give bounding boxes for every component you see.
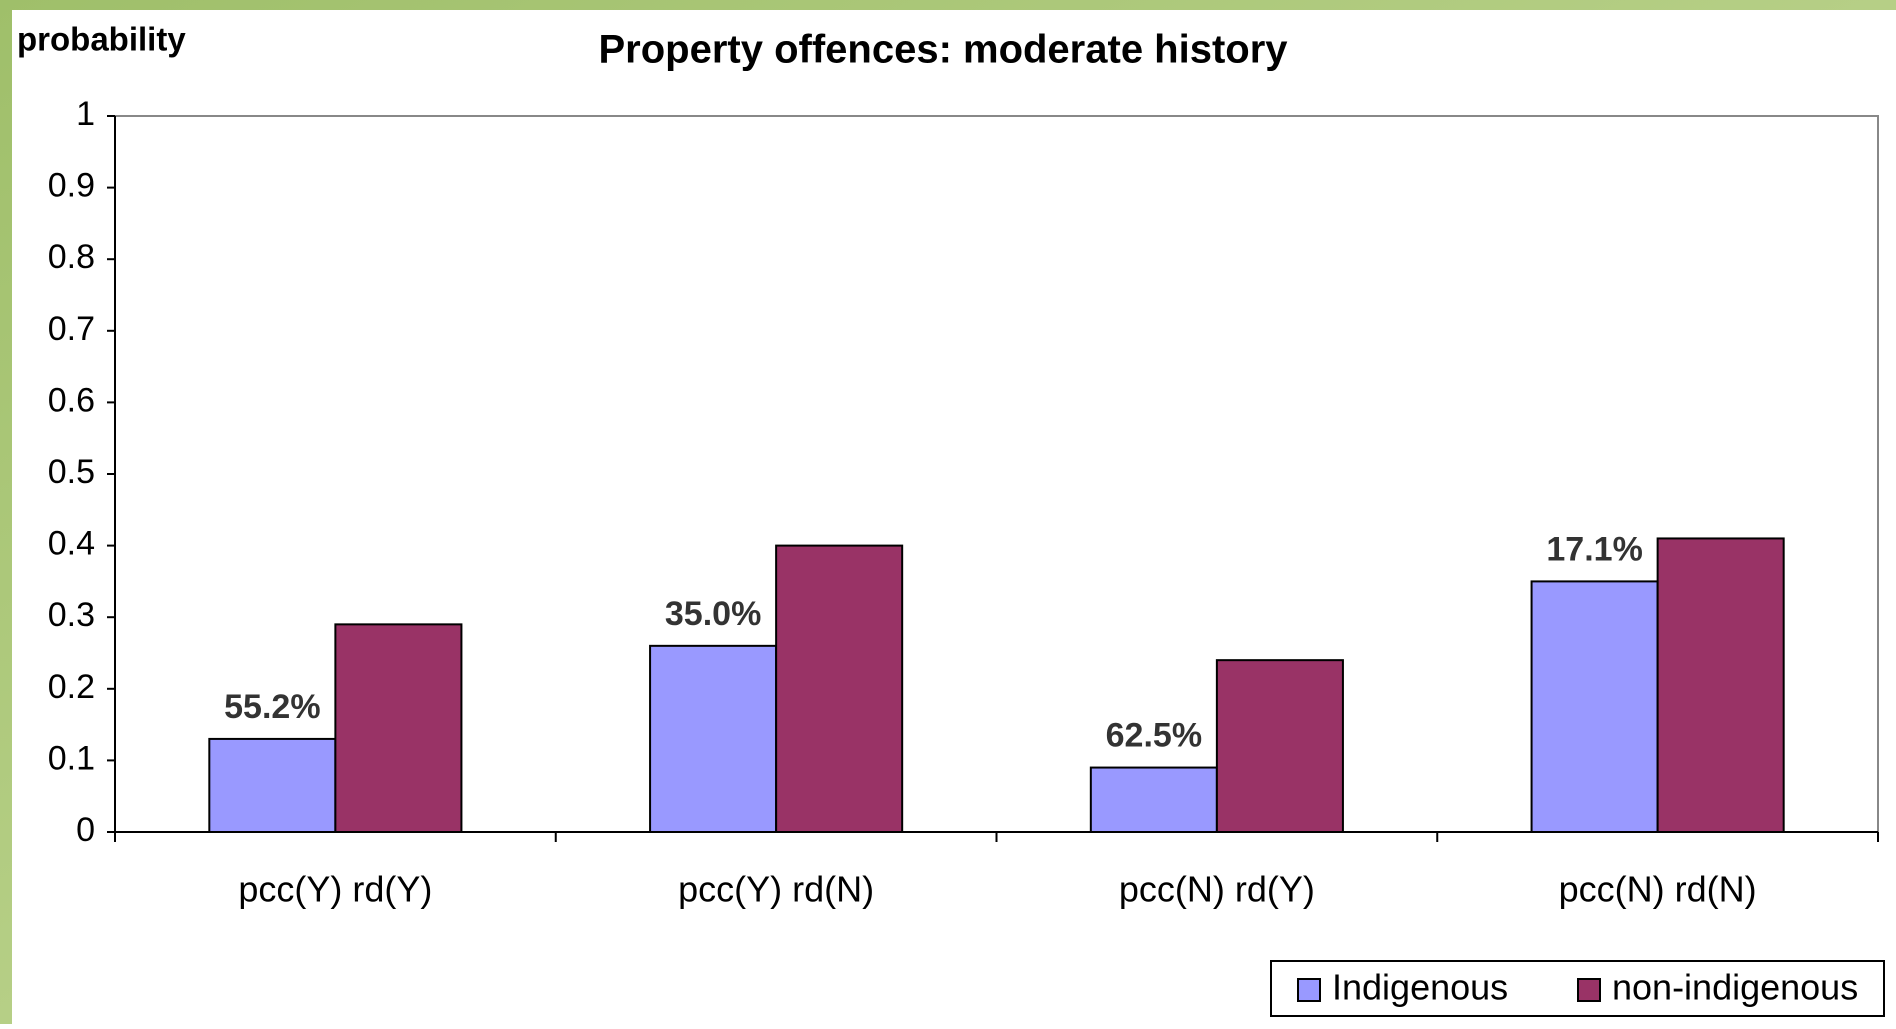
bar bbox=[334, 623, 463, 833]
y-tick-label: 0.5 bbox=[48, 453, 95, 491]
legend-swatch bbox=[1577, 978, 1601, 1002]
x-tick-label: pcc(N) rd(Y) bbox=[1119, 869, 1315, 910]
y-axis-label: probability bbox=[17, 21, 186, 58]
bar bbox=[1089, 766, 1218, 833]
bar bbox=[1215, 659, 1344, 833]
bar bbox=[1530, 580, 1659, 834]
x-tick-label: pcc(N) rd(N) bbox=[1559, 869, 1757, 910]
y-tick-label: 0.1 bbox=[48, 739, 95, 777]
y-tick-label: 0.3 bbox=[48, 596, 95, 634]
annotation: 55.2% bbox=[224, 688, 320, 726]
y-tick-label: 0.8 bbox=[48, 238, 95, 276]
y-tick-label: 0.2 bbox=[48, 668, 95, 706]
y-tick-label: 0.6 bbox=[48, 381, 95, 419]
bar bbox=[775, 544, 904, 833]
y-tick-label: 0.7 bbox=[48, 310, 95, 348]
y-tick-label: 1 bbox=[76, 95, 95, 133]
x-tick-label: pcc(Y) rd(N) bbox=[678, 869, 874, 910]
bar bbox=[649, 644, 778, 834]
chart-panel bbox=[12, 10, 1896, 1024]
annotation: 17.1% bbox=[1546, 530, 1642, 568]
annotation: 62.5% bbox=[1106, 717, 1202, 755]
bar bbox=[208, 737, 337, 833]
annotation: 35.0% bbox=[665, 595, 761, 633]
y-tick-label: 0.4 bbox=[48, 525, 95, 563]
y-tick-label: 0 bbox=[76, 811, 95, 849]
legend-swatch bbox=[1297, 978, 1321, 1002]
chart-title: Property offences: moderate history bbox=[598, 28, 1288, 72]
bar bbox=[1656, 537, 1785, 833]
legend-label: non-indigenous bbox=[1612, 967, 1858, 1008]
legend-label: Indigenous bbox=[1332, 967, 1508, 1008]
x-tick-label: pcc(Y) rd(Y) bbox=[238, 869, 432, 910]
y-tick-label: 0.9 bbox=[48, 167, 95, 205]
